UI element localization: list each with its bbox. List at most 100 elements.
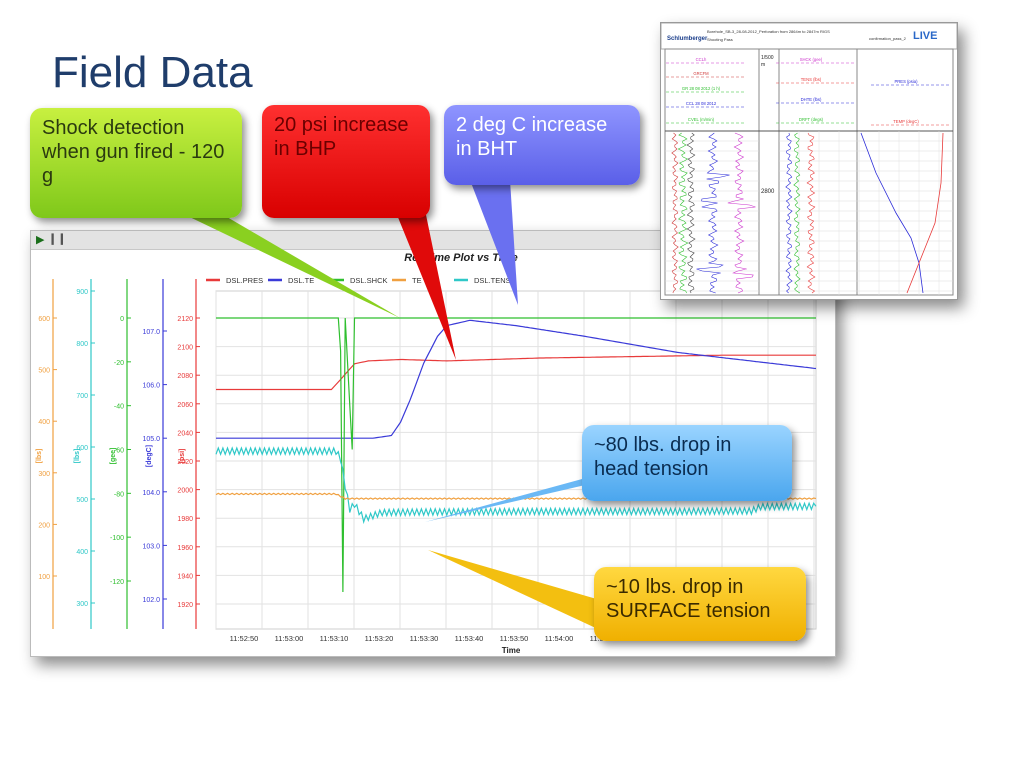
legend-label: DSL.TE — [288, 276, 314, 285]
axis-tick-label: 400 — [76, 549, 88, 556]
axis-unit-label: [lbs] — [74, 449, 81, 464]
axis-tick-label: 0 — [120, 316, 124, 323]
axis-tick-label: 1940 — [177, 573, 193, 580]
log-scale-label: 1/500 — [761, 55, 774, 61]
axis-tick-label: -20 — [114, 360, 124, 367]
axis-tick-label: 2020 — [177, 459, 193, 466]
pause-icon[interactable]: ❙❙ — [48, 233, 67, 245]
log-curve — [727, 132, 756, 294]
axis-tick-label: 600 — [76, 445, 88, 452]
log-pass-label: confirmation_pass_2 — [869, 36, 907, 41]
axis-tick-label: 1920 — [177, 602, 193, 609]
legend-label: DSL.SHCK — [350, 276, 388, 285]
axis-tick-label: -60 — [114, 448, 124, 455]
axis-tick-label: 400 — [38, 419, 50, 426]
x-tick-label: 11:52:50 — [230, 634, 259, 643]
axis-tick-label: -120 — [110, 579, 124, 586]
legend-label: DSL.PRES — [226, 276, 263, 285]
log-curve — [806, 132, 816, 294]
x-tick-label: 11:54:00 — [545, 634, 574, 643]
log-curve-label: DRFT (degs) — [799, 117, 824, 122]
well-log-chart: Schlumberger Borehole_SB-3_28-08-2012_Per… — [661, 23, 957, 296]
axis-tick-label: 500 — [76, 497, 88, 504]
well-log-thumbnail: Schlumberger Borehole_SB-3_28-08-2012_Per… — [660, 22, 958, 300]
x-tick-label: 11:53:10 — [320, 634, 349, 643]
head-tension-callout: ~80 lbs. drop in head tension — [582, 425, 792, 501]
log-curve — [793, 132, 801, 294]
x-tick-label: 11:53:00 — [275, 634, 304, 643]
axis-tick-label: -100 — [110, 535, 124, 542]
log-company: Schlumberger — [667, 36, 708, 42]
axis-tick-label: 700 — [76, 393, 88, 400]
log-curve — [696, 132, 730, 294]
axis-tick-label: -80 — [114, 491, 124, 498]
axis-unit-label: [degC] — [146, 445, 153, 467]
log-track — [758, 48, 780, 296]
x-tick-label: 11:53:50 — [500, 634, 529, 643]
log-curve — [677, 132, 689, 294]
log-curve-label: DHTE (lbs) — [801, 97, 822, 102]
log-subtitle-line: Shooting Pass — [707, 37, 733, 42]
axis-tick-label: 300 — [76, 601, 88, 608]
log-curve-label: TEMP (degC) — [893, 119, 919, 124]
axis-tick-label: 2120 — [177, 316, 193, 323]
log-curve-label: CVEL (m/min) — [688, 117, 715, 122]
x-tick-label: 11:53:40 — [455, 634, 484, 643]
axis-tick-label: 104.0 — [142, 490, 160, 497]
bhp-callout: 20 psi increase in BHP — [262, 105, 430, 218]
axis-tick-label: 800 — [76, 341, 88, 348]
x-tick-label: 11:53:20 — [365, 634, 394, 643]
axis-tick-label: 107.0 — [142, 329, 160, 336]
x-tick-label: 11:53:30 — [410, 634, 439, 643]
bht-callout: 2 deg C increase in BHT — [444, 105, 640, 185]
axis-tick-label: 102.0 — [142, 597, 160, 604]
axis-tick-label: 2100 — [177, 345, 193, 352]
axis-tick-label: 1960 — [177, 545, 193, 552]
axis-tick-label: 2060 — [177, 402, 193, 409]
log-track — [856, 48, 954, 296]
log-depth-label: 2800 — [761, 189, 775, 195]
slide-title: Field Data — [52, 48, 253, 97]
log-pres-curve — [860, 132, 924, 294]
log-curve — [686, 132, 696, 294]
legend-label: DSL.TENS — [474, 276, 511, 285]
axis-unit-label: [gee] — [110, 448, 117, 465]
axis-tick-label: 105.0 — [142, 436, 160, 443]
log-header-bar — [661, 23, 957, 50]
x-axis-label: Time — [502, 646, 521, 655]
axis-tick-label: -40 — [114, 404, 124, 411]
axis-tick-label: 600 — [38, 316, 50, 323]
log-curve-label: TENS (lbs) — [801, 77, 822, 82]
axis-tick-label: 106.0 — [142, 383, 160, 390]
series-line — [216, 319, 817, 439]
log-curve-label: CCL 28 08 2012 — [686, 101, 717, 106]
legend-label: TE — [412, 276, 422, 285]
axis-unit-label: [psi] — [179, 449, 186, 464]
log-curve-label: GR 28 08 2012 (1 h) — [682, 86, 721, 91]
play-icon[interactable]: ▶ — [36, 234, 45, 246]
log-curve-label: GRCFM — [693, 71, 709, 76]
log-temp-curve — [906, 132, 944, 294]
axis-tick-label: 300 — [38, 471, 50, 478]
log-curve — [671, 132, 679, 294]
log-units-label: m — [761, 62, 765, 68]
series-line — [216, 317, 816, 593]
axis-tick-label: 100 — [38, 574, 50, 581]
log-track — [778, 48, 858, 296]
axis-tick-label: 500 — [38, 368, 50, 375]
axis-unit-label: [lbs] — [36, 449, 43, 464]
axis-tick-label: 200 — [38, 522, 50, 529]
log-live-logo: LIVE — [913, 30, 937, 42]
log-curve-label: CCLh — [696, 57, 707, 62]
axis-tick-label: 1980 — [177, 516, 193, 523]
series-line — [216, 354, 816, 391]
log-curve — [785, 132, 793, 294]
log-title-line: Borehole_SB-3_28-08-2012_Perforation fro… — [707, 29, 830, 34]
axis-tick-label: 2000 — [177, 488, 193, 495]
axis-tick-label: 103.0 — [142, 543, 160, 550]
log-curve-label: SHCK (gee) — [800, 57, 823, 62]
chart-title: Realtime Plot vs Time — [404, 252, 518, 264]
axis-tick-label: 2080 — [177, 373, 193, 380]
axis-tick-label: 900 — [76, 289, 88, 296]
log-curve-label: PRES (psia) — [894, 79, 918, 84]
